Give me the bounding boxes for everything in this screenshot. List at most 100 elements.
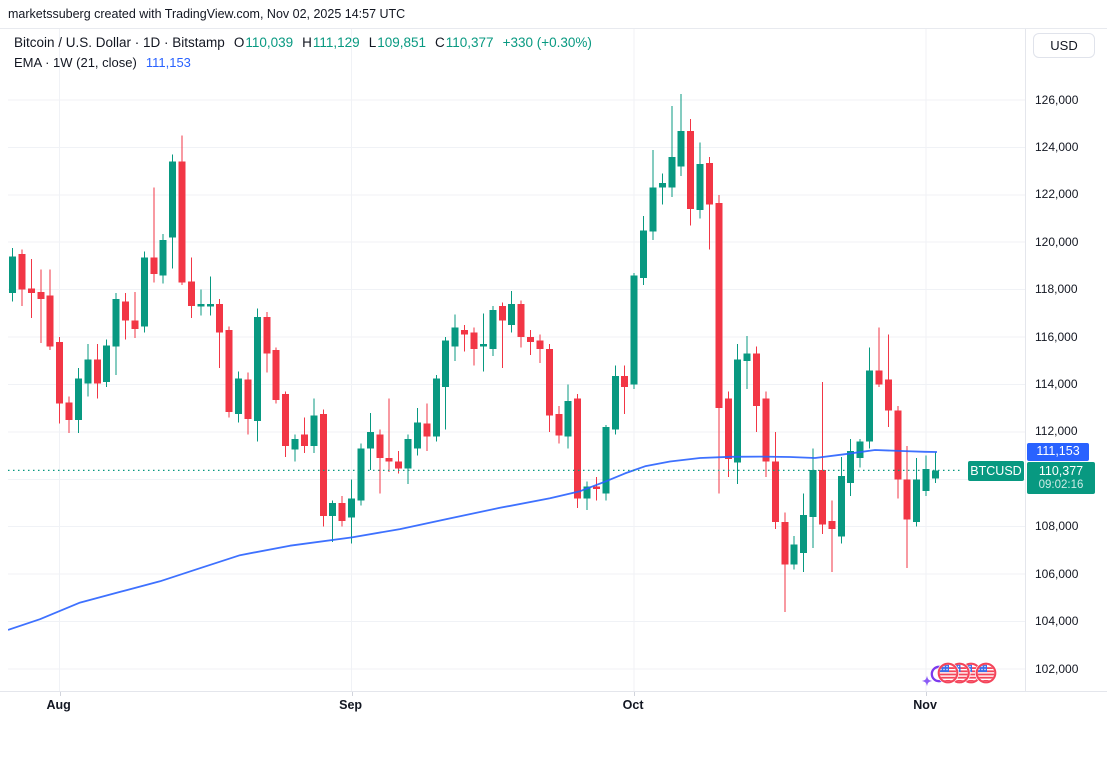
candle[interactable] bbox=[263, 312, 271, 373]
candle[interactable] bbox=[18, 249, 26, 307]
event-stickers[interactable] bbox=[921, 662, 997, 687]
time-axis[interactable]: Aug Sep Oct Nov bbox=[0, 691, 1107, 719]
candle[interactable] bbox=[103, 339, 111, 387]
candle[interactable] bbox=[574, 394, 582, 508]
candle[interactable] bbox=[687, 118, 695, 226]
candle[interactable] bbox=[771, 431, 779, 530]
candle[interactable] bbox=[527, 330, 534, 355]
candle[interactable] bbox=[677, 94, 685, 176]
candle[interactable] bbox=[206, 276, 214, 316]
candle[interactable] bbox=[301, 417, 308, 454]
candle[interactable] bbox=[432, 375, 440, 442]
candle[interactable] bbox=[235, 371, 242, 423]
candle[interactable] bbox=[470, 327, 478, 366]
us-flag-sticker-icon[interactable] bbox=[937, 662, 959, 684]
candle[interactable] bbox=[74, 367, 82, 434]
candle[interactable] bbox=[649, 149, 657, 240]
candle[interactable] bbox=[564, 384, 572, 449]
candle[interactable] bbox=[866, 347, 874, 449]
candle[interactable] bbox=[357, 443, 365, 506]
candle[interactable] bbox=[856, 439, 864, 468]
candle[interactable] bbox=[404, 434, 412, 485]
candle[interactable] bbox=[602, 424, 610, 501]
candle[interactable] bbox=[385, 398, 393, 473]
candle[interactable] bbox=[903, 446, 911, 569]
candle[interactable] bbox=[65, 396, 73, 434]
price-axis[interactable]: USD 111,153 110,377 09:02:16 126,000 124,… bbox=[1025, 29, 1107, 691]
chart-pane[interactable]: Bitcoin / U.S. Dollar · 1D · Bitstamp O11… bbox=[8, 29, 1025, 691]
candle[interactable] bbox=[809, 448, 817, 549]
candle[interactable] bbox=[790, 536, 798, 570]
candle[interactable] bbox=[225, 326, 233, 418]
candle[interactable] bbox=[348, 479, 356, 544]
candle[interactable] bbox=[743, 335, 751, 390]
candle[interactable] bbox=[668, 105, 676, 198]
candle[interactable] bbox=[414, 408, 421, 456]
candle[interactable] bbox=[395, 450, 403, 474]
candle[interactable] bbox=[338, 495, 346, 527]
candle[interactable] bbox=[150, 187, 158, 283]
candle[interactable] bbox=[922, 455, 930, 496]
candle[interactable] bbox=[140, 251, 148, 333]
candle[interactable] bbox=[517, 300, 525, 348]
candle[interactable] bbox=[178, 135, 186, 285]
candle[interactable] bbox=[875, 327, 883, 387]
candle[interactable] bbox=[545, 344, 553, 432]
candle[interactable] bbox=[706, 156, 713, 250]
candle[interactable] bbox=[310, 398, 318, 454]
candle[interactable] bbox=[159, 233, 167, 284]
candle[interactable] bbox=[781, 512, 789, 613]
candle[interactable] bbox=[187, 257, 195, 319]
candle[interactable] bbox=[734, 344, 742, 485]
candle[interactable] bbox=[828, 500, 836, 572]
candle[interactable] bbox=[131, 292, 139, 339]
candle[interactable] bbox=[366, 412, 374, 470]
candle[interactable] bbox=[753, 346, 761, 432]
candle[interactable] bbox=[724, 391, 732, 477]
candle[interactable] bbox=[479, 313, 487, 372]
candle[interactable] bbox=[93, 344, 101, 399]
candle[interactable] bbox=[376, 429, 384, 494]
chart-canvas[interactable] bbox=[8, 29, 1025, 691]
candle[interactable] bbox=[244, 372, 252, 435]
candle[interactable] bbox=[592, 476, 600, 501]
candle[interactable] bbox=[658, 173, 666, 205]
candle[interactable] bbox=[696, 142, 704, 219]
candle[interactable] bbox=[536, 334, 544, 364]
candle[interactable] bbox=[800, 493, 808, 572]
candle[interactable] bbox=[621, 365, 629, 415]
candle[interactable] bbox=[894, 405, 902, 499]
candle[interactable] bbox=[9, 248, 16, 302]
candle[interactable] bbox=[884, 334, 892, 428]
candle[interactable] bbox=[489, 306, 497, 356]
candle[interactable] bbox=[508, 290, 516, 333]
candle[interactable] bbox=[319, 409, 327, 527]
candle[interactable] bbox=[630, 273, 638, 390]
candle[interactable] bbox=[837, 456, 845, 544]
candle[interactable] bbox=[197, 289, 205, 316]
candle[interactable] bbox=[555, 405, 563, 444]
candle[interactable] bbox=[423, 403, 431, 451]
candle[interactable] bbox=[461, 325, 469, 352]
candle[interactable] bbox=[329, 500, 337, 543]
currency-button[interactable]: USD bbox=[1033, 33, 1095, 58]
candle[interactable] bbox=[112, 293, 120, 375]
candle[interactable] bbox=[611, 365, 619, 435]
candle[interactable] bbox=[442, 337, 450, 430]
candle[interactable] bbox=[253, 308, 261, 442]
candle[interactable] bbox=[583, 481, 591, 511]
candle[interactable] bbox=[27, 258, 35, 319]
candle[interactable] bbox=[847, 439, 855, 496]
candle[interactable] bbox=[169, 154, 177, 269]
candle[interactable] bbox=[498, 302, 506, 368]
candle[interactable] bbox=[762, 391, 770, 477]
candle[interactable] bbox=[451, 314, 459, 361]
candle[interactable] bbox=[37, 269, 45, 344]
candle[interactable] bbox=[715, 194, 723, 494]
sparkle-sticker-icon[interactable] bbox=[921, 675, 933, 687]
us-flag-sticker-icon[interactable] bbox=[975, 662, 997, 684]
candle[interactable] bbox=[46, 269, 54, 351]
candle[interactable] bbox=[122, 293, 129, 340]
candle[interactable] bbox=[84, 344, 92, 397]
candle[interactable] bbox=[272, 347, 280, 404]
